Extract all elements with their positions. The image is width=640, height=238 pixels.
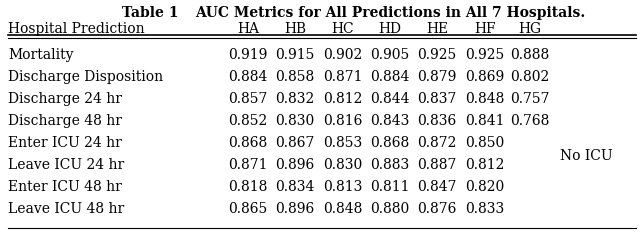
Text: 0.858: 0.858 — [275, 70, 315, 84]
Text: 0.869: 0.869 — [465, 70, 504, 84]
Text: 0.867: 0.867 — [275, 136, 315, 150]
Text: 0.896: 0.896 — [275, 158, 315, 172]
Text: 0.812: 0.812 — [465, 158, 505, 172]
Text: 0.915: 0.915 — [275, 48, 315, 62]
Text: 0.833: 0.833 — [465, 202, 504, 216]
Text: 0.852: 0.852 — [228, 114, 268, 128]
Text: 0.848: 0.848 — [465, 92, 505, 106]
Text: Hospital Prediction: Hospital Prediction — [8, 22, 145, 36]
Text: 0.883: 0.883 — [371, 158, 410, 172]
Text: HF: HF — [474, 22, 496, 36]
Text: 0.811: 0.811 — [371, 180, 410, 194]
Text: 0.871: 0.871 — [323, 70, 363, 84]
Text: 0.850: 0.850 — [465, 136, 504, 150]
Text: 0.837: 0.837 — [417, 92, 457, 106]
Text: HG: HG — [518, 22, 541, 36]
Text: 0.880: 0.880 — [371, 202, 410, 216]
Text: HB: HB — [284, 22, 306, 36]
Text: 0.925: 0.925 — [417, 48, 456, 62]
Text: 0.853: 0.853 — [323, 136, 363, 150]
Text: 0.816: 0.816 — [323, 114, 363, 128]
Text: HC: HC — [332, 22, 355, 36]
Text: 0.865: 0.865 — [228, 202, 268, 216]
Text: No ICU: No ICU — [560, 149, 612, 163]
Text: HE: HE — [426, 22, 448, 36]
Text: 0.830: 0.830 — [275, 114, 315, 128]
Text: 0.830: 0.830 — [323, 158, 363, 172]
Text: 0.888: 0.888 — [510, 48, 550, 62]
Text: 0.802: 0.802 — [510, 70, 550, 84]
Text: 0.872: 0.872 — [417, 136, 457, 150]
Text: 0.848: 0.848 — [323, 202, 363, 216]
Text: 0.884: 0.884 — [228, 70, 268, 84]
Text: HD: HD — [378, 22, 401, 36]
Text: 0.857: 0.857 — [228, 92, 268, 106]
Text: Discharge Disposition: Discharge Disposition — [8, 70, 163, 84]
Text: 0.818: 0.818 — [228, 180, 268, 194]
Text: 0.905: 0.905 — [371, 48, 410, 62]
Text: 0.876: 0.876 — [417, 202, 457, 216]
Text: 0.919: 0.919 — [228, 48, 268, 62]
Text: 0.868: 0.868 — [228, 136, 268, 150]
Text: Discharge 24 hr: Discharge 24 hr — [8, 92, 122, 106]
Text: 0.844: 0.844 — [371, 92, 410, 106]
Text: Table 1: Table 1 — [122, 6, 179, 20]
Text: 0.896: 0.896 — [275, 202, 315, 216]
Text: HA: HA — [237, 22, 259, 36]
Text: Enter ICU 48 hr: Enter ICU 48 hr — [8, 180, 122, 194]
Text: 0.841: 0.841 — [465, 114, 505, 128]
Text: 0.812: 0.812 — [323, 92, 363, 106]
Text: Leave ICU 48 hr: Leave ICU 48 hr — [8, 202, 124, 216]
Text: 0.884: 0.884 — [371, 70, 410, 84]
Text: 0.887: 0.887 — [417, 158, 457, 172]
Text: 0.868: 0.868 — [371, 136, 410, 150]
Text: 0.813: 0.813 — [323, 180, 363, 194]
Text: 0.820: 0.820 — [465, 180, 504, 194]
Text: Discharge 48 hr: Discharge 48 hr — [8, 114, 122, 128]
Text: 0.757: 0.757 — [510, 92, 550, 106]
Text: 0.843: 0.843 — [371, 114, 410, 128]
Text: 0.902: 0.902 — [323, 48, 363, 62]
Text: 0.836: 0.836 — [417, 114, 456, 128]
Text: AUC Metrics for All Predictions in All 7 Hospitals.: AUC Metrics for All Predictions in All 7… — [195, 6, 585, 20]
Text: Mortality: Mortality — [8, 48, 74, 62]
Text: 0.925: 0.925 — [465, 48, 504, 62]
Text: 0.879: 0.879 — [417, 70, 457, 84]
Text: 0.847: 0.847 — [417, 180, 457, 194]
Text: 0.871: 0.871 — [228, 158, 268, 172]
Text: 0.834: 0.834 — [275, 180, 315, 194]
Text: 0.832: 0.832 — [275, 92, 315, 106]
Text: Enter ICU 24 hr: Enter ICU 24 hr — [8, 136, 122, 150]
Text: Leave ICU 24 hr: Leave ICU 24 hr — [8, 158, 124, 172]
Text: 0.768: 0.768 — [510, 114, 550, 128]
